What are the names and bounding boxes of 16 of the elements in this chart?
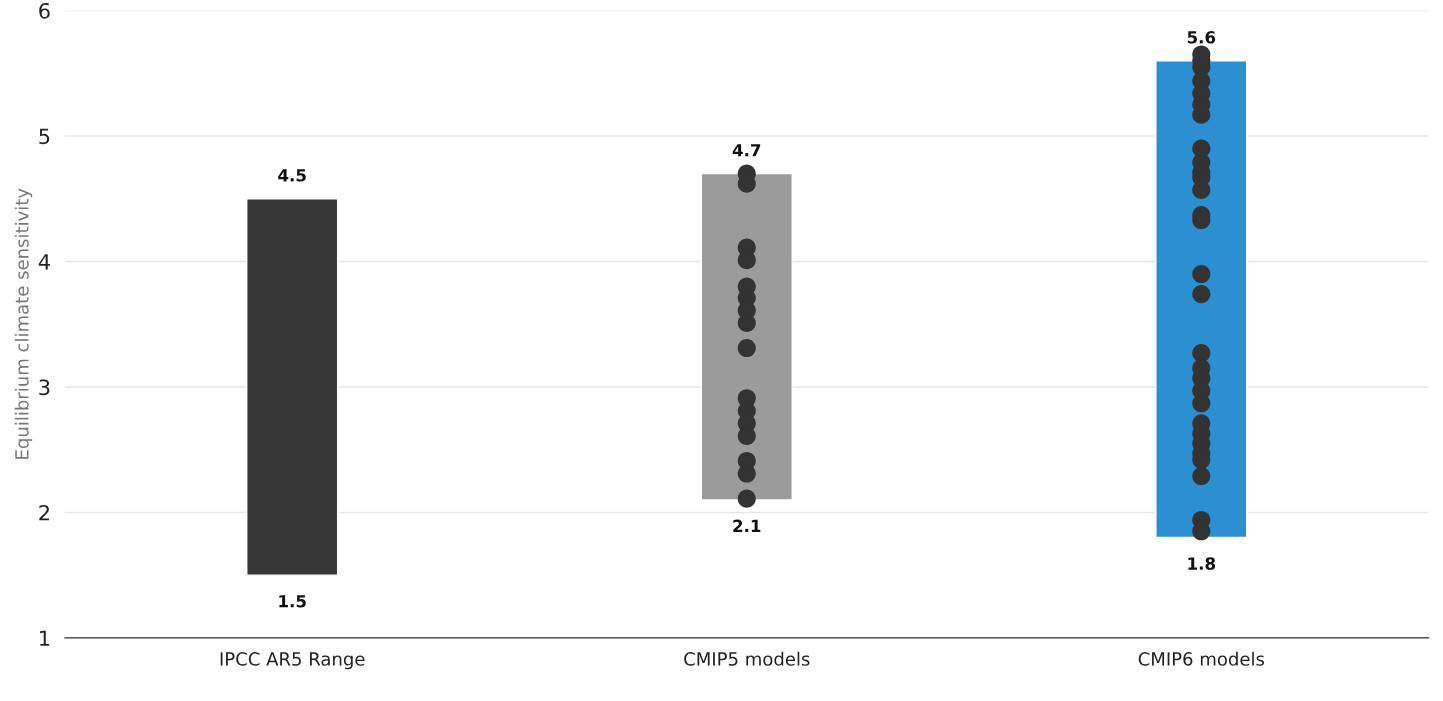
annotation: 1.5 xyxy=(279,595,306,608)
y-tick-label: 3 xyxy=(39,379,50,396)
y-tick-label: 1 xyxy=(40,630,50,646)
annotation: 2.1 xyxy=(733,519,761,532)
y-tick-label: 5 xyxy=(39,128,50,145)
x-tick-label: CMIP5 models xyxy=(684,651,810,666)
x-tick-label: CMIP6 models xyxy=(1138,651,1265,666)
annotation: 1.8 xyxy=(1188,557,1216,570)
annotation: 4.5 xyxy=(278,169,306,182)
y-tick-label: 4 xyxy=(38,254,50,270)
x-tick-label: IPCC AR5 Range xyxy=(220,652,365,670)
annotation: 4.7 xyxy=(732,144,761,157)
y-axis-title: Equilibrium climate sensitivity xyxy=(14,188,33,459)
y-tick-label: 6 xyxy=(39,2,50,19)
y-tick-label: 2 xyxy=(39,504,49,521)
annotation: 5.6 xyxy=(1187,31,1216,44)
